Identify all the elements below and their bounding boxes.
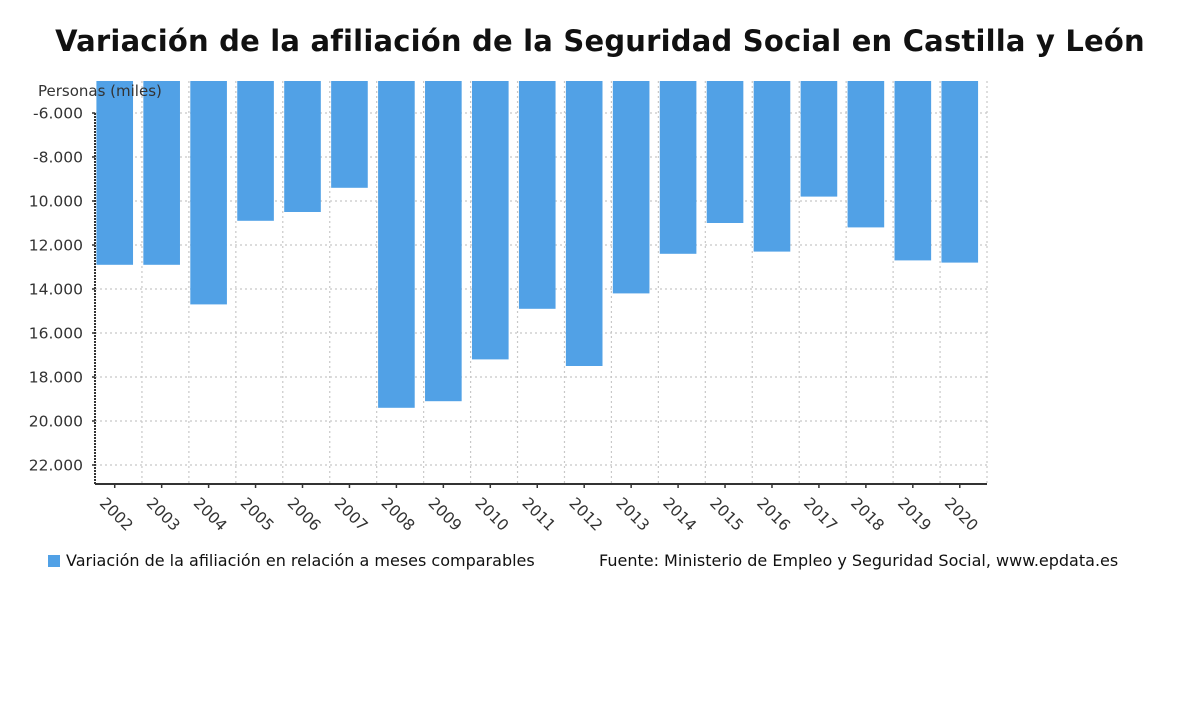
bar-2003 — [143, 81, 180, 265]
x-tick-label: 2012 — [565, 494, 606, 535]
bar-2017 — [800, 81, 838, 197]
x-tick-label: 2002 — [96, 494, 137, 535]
bar-2011 — [518, 81, 556, 309]
bar-2015 — [706, 81, 744, 223]
x-tick-label: 2003 — [143, 494, 184, 535]
bar-2019 — [894, 81, 932, 261]
bar-2004 — [190, 81, 227, 305]
legend-swatch — [48, 554, 60, 567]
y-tick-label: -8.000 — [33, 149, 83, 167]
bar-2018 — [847, 81, 885, 228]
bar-2007 — [331, 81, 368, 188]
y-tick-label: -6.000 — [33, 105, 83, 123]
bar-2005 — [237, 81, 274, 221]
y-tick-label: 10.000 — [29, 193, 83, 211]
x-tick-label: 2015 — [706, 494, 747, 535]
x-tick-label: 2017 — [800, 494, 841, 535]
bar-2012 — [565, 81, 603, 366]
y-tick-label: 16.000 — [29, 325, 83, 343]
x-axis-ticks: 2002 2003 2004 2005 2006 2007 2008 2009 2010 2011… — [96, 484, 982, 535]
bar-2009 — [425, 81, 462, 402]
x-tick-label: 2007 — [331, 494, 372, 535]
legend-label: Variación de la afiliación en relación a… — [66, 551, 535, 570]
x-tick-label: 2008 — [378, 494, 419, 535]
bar-2010 — [471, 81, 509, 360]
x-tick-label: 2011 — [518, 494, 559, 535]
bar-2013 — [612, 81, 650, 294]
y-tick-label: 20.000 — [29, 413, 83, 431]
y-axis-ticks: -6.000 -8.000 10.000 12.000 14.000 16.000 18.0… — [29, 105, 95, 475]
chart-title: Variación de la afiliación de la Segurid… — [55, 24, 1145, 58]
x-tick-label: 2013 — [612, 494, 653, 535]
x-tick-label: 2010 — [471, 494, 512, 535]
y-axis-label: Personas (miles) — [38, 82, 162, 100]
x-tick-label: 2009 — [425, 494, 466, 535]
y-tick-label: 14.000 — [29, 281, 83, 299]
bar-2002 — [96, 81, 134, 265]
source-note: Fuente: Ministerio de Empleo y Seguridad… — [599, 551, 1119, 570]
legend: Variación de la afiliación en relación a… — [48, 551, 535, 570]
x-tick-label: 2005 — [237, 494, 278, 535]
x-tick-label: 2020 — [941, 494, 982, 535]
bar-2006 — [284, 81, 321, 212]
y-tick-label: 18.000 — [29, 369, 83, 387]
y-tick-label: 12.000 — [29, 237, 83, 255]
bar-2020 — [941, 81, 979, 263]
x-tick-label: 2004 — [190, 494, 231, 535]
x-tick-label: 2018 — [847, 494, 888, 535]
bar-2016 — [753, 81, 791, 252]
x-tick-label: 2006 — [284, 494, 325, 535]
x-tick-label: 2019 — [894, 494, 935, 535]
axes — [94, 113, 987, 485]
bars — [96, 81, 979, 408]
y-tick-label: 22.000 — [29, 457, 83, 475]
bar-2014 — [659, 81, 697, 254]
bar-2008 — [378, 81, 415, 408]
x-tick-label: 2016 — [753, 494, 794, 535]
x-tick-label: 2014 — [659, 494, 700, 535]
